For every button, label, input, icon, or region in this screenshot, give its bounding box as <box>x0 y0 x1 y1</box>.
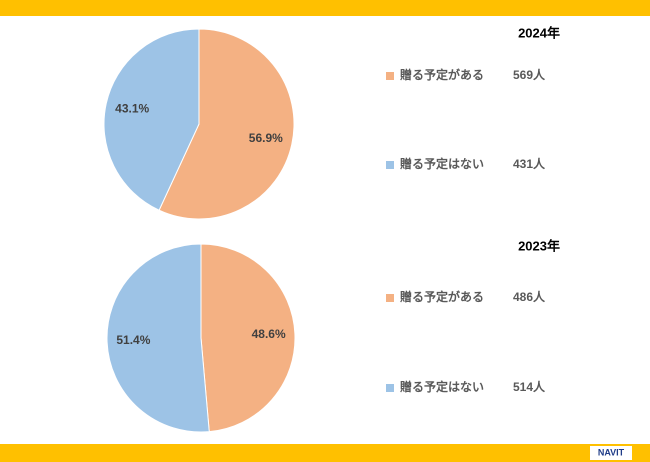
legend-label: 贈る予定はない <box>400 379 484 394</box>
bottom-bar <box>0 444 650 462</box>
legend-count: 486人 <box>513 289 546 304</box>
legend-label: 贈る予定がある <box>400 67 484 82</box>
legend-swatch <box>386 294 394 302</box>
legend-label: 贈る予定はない <box>400 156 484 171</box>
data-label: 48.6% <box>252 327 286 341</box>
logo: NAVIT <box>598 447 625 457</box>
pie-slice <box>106 243 210 433</box>
pie-slice <box>103 28 200 211</box>
legend-swatch <box>386 72 394 80</box>
data-label: 56.9% <box>249 131 283 145</box>
legend-count: 514人 <box>513 379 546 394</box>
legend-swatch <box>386 161 394 169</box>
chart-title: 2024年 <box>518 25 560 40</box>
top-bar <box>0 0 650 16</box>
data-label: 51.4% <box>116 333 150 347</box>
legend-count: 569人 <box>513 67 546 82</box>
chart-title: 2023年 <box>518 238 560 253</box>
data-label: 43.1% <box>115 101 149 115</box>
legend-label: 贈る予定がある <box>400 289 484 304</box>
legend-count: 431人 <box>513 156 546 171</box>
pie-slice <box>158 28 295 220</box>
logo-box <box>590 446 632 460</box>
pie-slice <box>200 243 296 433</box>
legend-swatch <box>386 384 394 392</box>
